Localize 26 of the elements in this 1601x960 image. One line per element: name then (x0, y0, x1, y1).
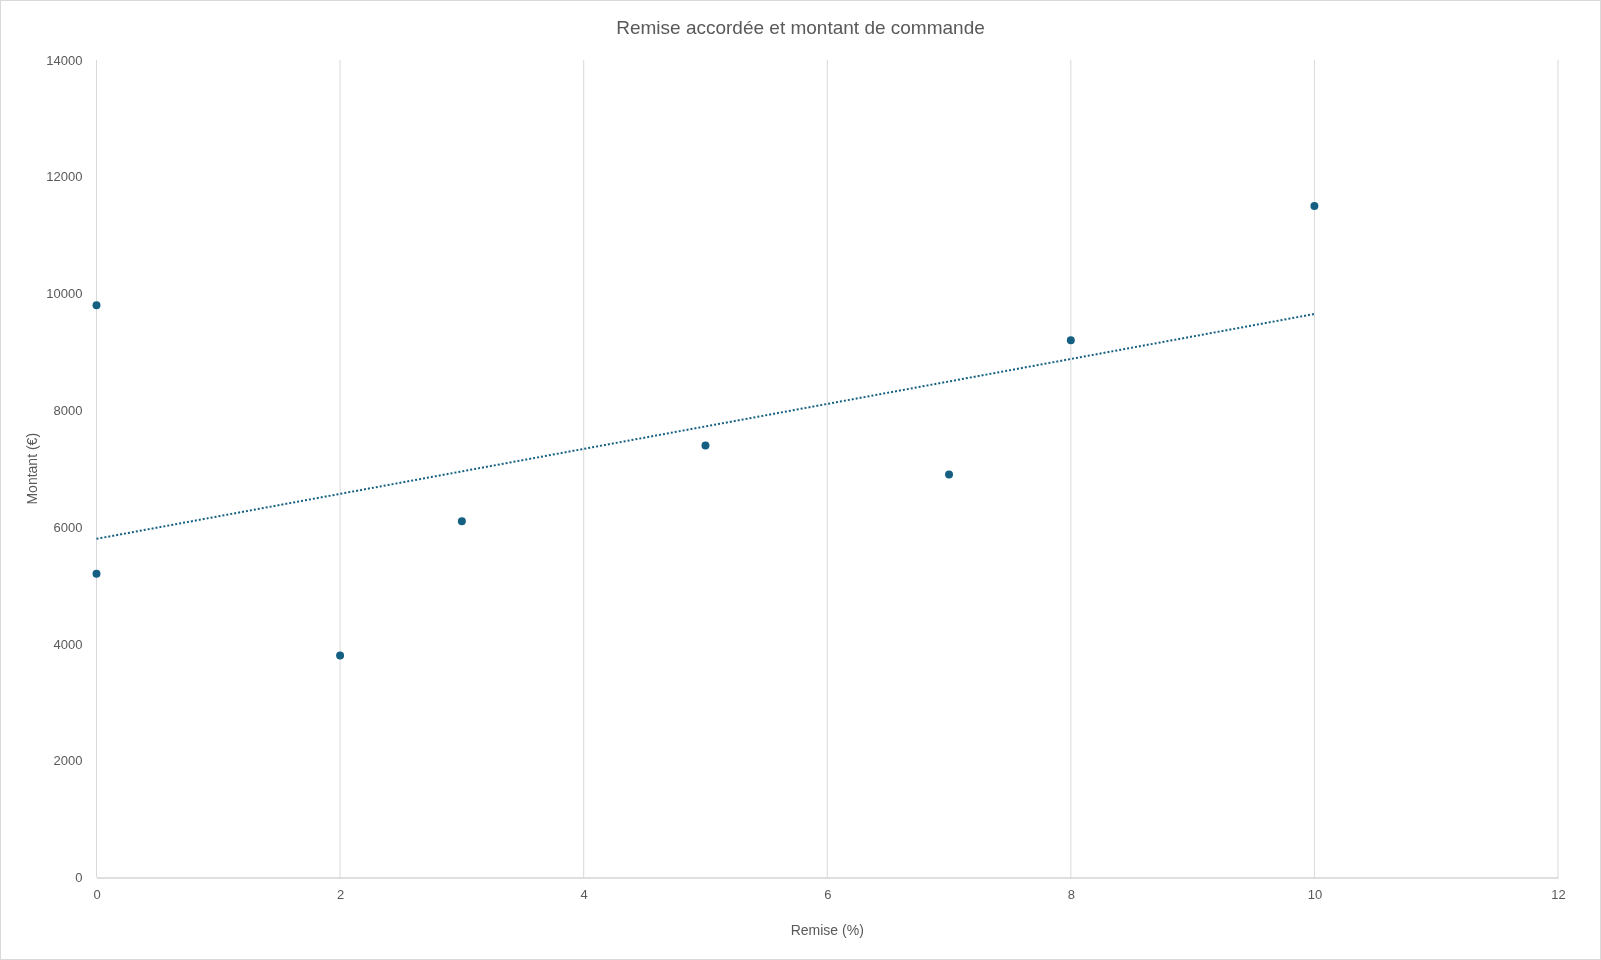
x-tick-label: 12 (1551, 886, 1566, 902)
point (336, 651, 345, 660)
point (1066, 336, 1075, 345)
y-tick-label: 14000 (46, 52, 83, 68)
point (92, 569, 101, 578)
x-tick-label: 6 (824, 886, 832, 902)
point (701, 441, 710, 450)
x-tick-label: 0 (93, 886, 101, 902)
y-tick-label: 8000 (53, 403, 83, 419)
y-tick-label: 12000 (46, 169, 83, 185)
y-tick-label: 10000 (46, 286, 83, 302)
y-tick-label: 2000 (53, 753, 83, 769)
y-tick-label: 0 (75, 870, 83, 886)
point (945, 470, 954, 479)
y-axis-title: Montant (€) (24, 432, 40, 505)
point (1310, 202, 1319, 210)
point (92, 301, 101, 310)
chart-title: Remise accordée et montant de commande (616, 17, 985, 38)
x-tick-label: 8 (1067, 886, 1075, 902)
y-tick-label: 4000 (53, 636, 83, 652)
x-axis-title: Remise (%) (790, 922, 864, 938)
x-tick-label: 2 (336, 886, 345, 902)
y-tick-label: 6000 (53, 519, 83, 535)
x-tick-label: 10 (1307, 886, 1323, 902)
x-tick-label: 4 (580, 886, 588, 902)
point (457, 517, 466, 526)
